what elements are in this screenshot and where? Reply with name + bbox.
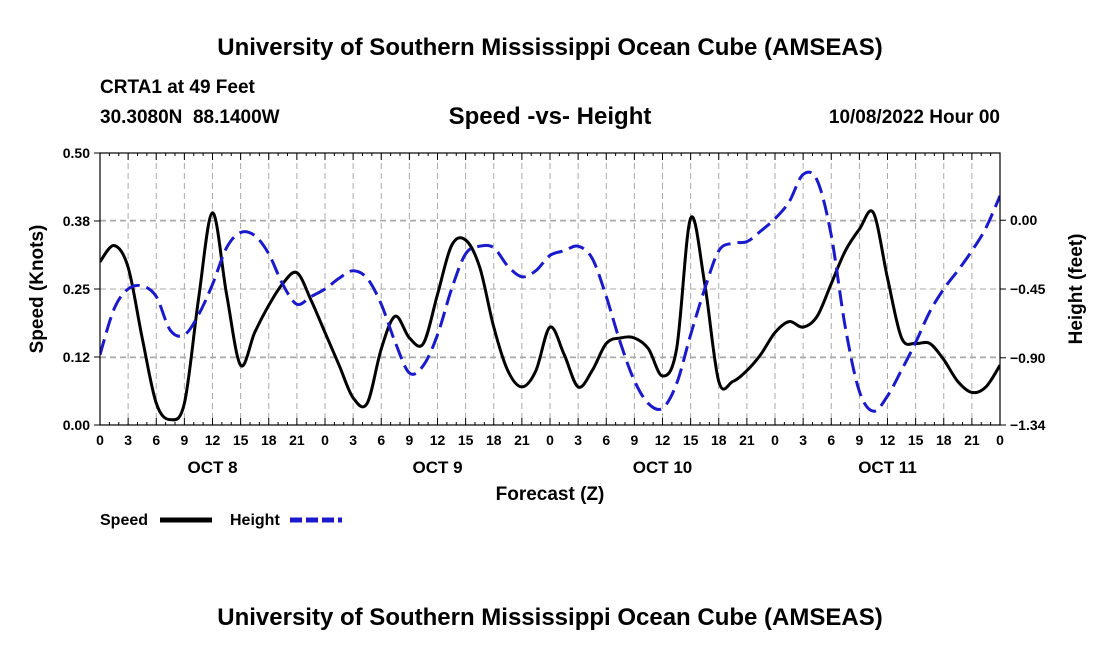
y-tick-label: 0.25 bbox=[63, 281, 90, 297]
x-axis-title: Forecast (Z) bbox=[496, 484, 605, 505]
x-tick-label: 6 bbox=[377, 432, 385, 448]
x-tick-label: 12 bbox=[430, 432, 446, 448]
x-tick-label: 15 bbox=[908, 432, 924, 448]
x-day-label: OCT 11 bbox=[858, 458, 917, 477]
y2-tick-label: 0.00 bbox=[1010, 212, 1037, 228]
x-tick-label: 3 bbox=[349, 432, 357, 448]
x-tick-label: 0 bbox=[546, 432, 554, 448]
series-layer bbox=[100, 170, 1000, 422]
x-tick-label: 9 bbox=[180, 432, 188, 448]
x-tick-label: 21 bbox=[289, 432, 305, 448]
speed-series-line bbox=[100, 209, 1000, 422]
x-tick-label: 18 bbox=[261, 432, 277, 448]
station-label: CRTA1 at 49 Feet bbox=[100, 77, 256, 98]
x-tick-label: 0 bbox=[96, 432, 104, 448]
x-tick-label: 6 bbox=[602, 432, 610, 448]
x-tick-label: 12 bbox=[655, 432, 671, 448]
x-tick-label: 3 bbox=[574, 432, 582, 448]
page-title: University of Southern Mississippi Ocean… bbox=[217, 34, 882, 61]
x-tick-label: 9 bbox=[630, 432, 638, 448]
x-tick-label: 21 bbox=[514, 432, 530, 448]
y2-tick-label: −0.45 bbox=[1010, 281, 1046, 297]
legend: Speed Height bbox=[100, 512, 342, 529]
y-tick-label: 0.12 bbox=[63, 349, 90, 365]
y2-axis-title: Height (feet) bbox=[1066, 234, 1087, 345]
x-tick-label: 0 bbox=[771, 432, 779, 448]
x-tick-label: 15 bbox=[683, 432, 699, 448]
y-tick-label: 0.00 bbox=[63, 417, 90, 433]
x-tick-label: 21 bbox=[964, 432, 980, 448]
y2-tick-label: −0.90 bbox=[1010, 350, 1046, 366]
footer-title: University of Southern Mississippi Ocean… bbox=[217, 604, 882, 631]
x-tick-label: 3 bbox=[124, 432, 132, 448]
x-tick-label: 0 bbox=[996, 432, 1004, 448]
x-tick-label: 9 bbox=[405, 432, 413, 448]
chart-subtitle: Speed -vs- Height bbox=[449, 103, 652, 130]
x-tick-label: 15 bbox=[233, 432, 249, 448]
x-tick-label: 6 bbox=[152, 432, 160, 448]
legend-speed-label: Speed bbox=[100, 512, 148, 529]
grid-layer bbox=[100, 153, 1000, 425]
x-tick-label: 21 bbox=[739, 432, 755, 448]
x-day-label: OCT 9 bbox=[412, 458, 462, 477]
x-tick-label: 18 bbox=[936, 432, 952, 448]
x-day-label: OCT 8 bbox=[187, 458, 237, 477]
x-tick-label: 12 bbox=[205, 432, 221, 448]
y-tick-label: 0.50 bbox=[63, 145, 90, 161]
x-tick-label: 3 bbox=[799, 432, 807, 448]
x-tick-label: 18 bbox=[486, 432, 502, 448]
x-tick-label: 18 bbox=[711, 432, 727, 448]
x-day-label: OCT 10 bbox=[633, 458, 693, 477]
datetime-label: 10/08/2022 Hour 00 bbox=[829, 107, 1000, 128]
height-series-line bbox=[100, 170, 1000, 413]
legend-height-label: Height bbox=[230, 512, 280, 529]
coordinates-label: 30.3080N 88.1400W bbox=[100, 107, 280, 128]
x-tick-label: 0 bbox=[321, 432, 329, 448]
axis-layer: 0 3 6 9 12 15 18 21 0 3 6 9 12 15 18 21 0 3 6 9 12 15 18 21 0 3 6 9… bbox=[63, 145, 1046, 477]
y-axis-title: Speed (Knots) bbox=[27, 225, 48, 354]
x-tick-label: 9 bbox=[855, 432, 863, 448]
x-tick-label: 6 bbox=[827, 432, 835, 448]
x-tick-label: 12 bbox=[880, 432, 896, 448]
y2-tick-label: −1.34 bbox=[1010, 417, 1046, 433]
y-tick-label: 0.38 bbox=[63, 213, 90, 229]
x-tick-label: 15 bbox=[458, 432, 474, 448]
